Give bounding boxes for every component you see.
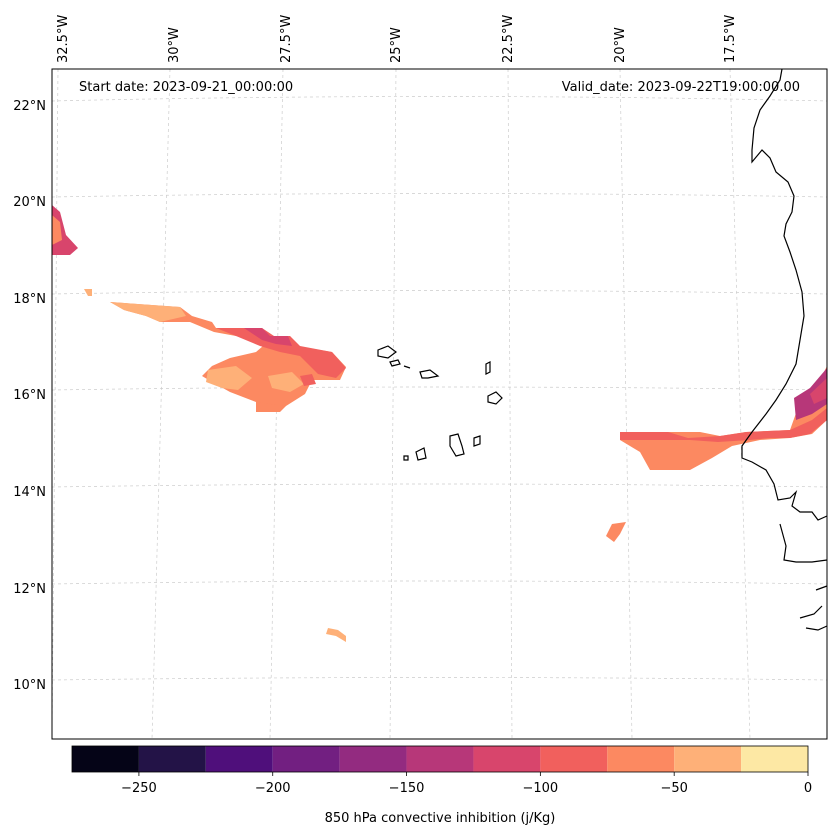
cin-region bbox=[606, 522, 626, 542]
lon-label: 30°W bbox=[167, 27, 182, 63]
colorbar bbox=[72, 746, 808, 772]
lon-label: 17.5°W bbox=[723, 15, 738, 63]
map-frame bbox=[51, 68, 828, 740]
lat-label: 16°N bbox=[13, 388, 46, 403]
colorbar-tick-label: 0 bbox=[804, 781, 812, 796]
colorbar-segment bbox=[607, 746, 675, 772]
lon-label: 27.5°W bbox=[279, 15, 294, 63]
longitude-labels: 32.5°W 30°W 27.5°W 25°W 22.5°W 20°W 17.5… bbox=[56, 15, 738, 63]
lon-label: 20°W bbox=[613, 27, 628, 63]
colorbar-segment bbox=[138, 746, 206, 772]
colorbar-tick-label: −250 bbox=[121, 781, 157, 796]
cin-contours bbox=[52, 205, 827, 642]
lat-label: 20°N bbox=[13, 195, 46, 210]
lat-label: 14°N bbox=[13, 485, 46, 500]
colorbar-segment bbox=[473, 746, 541, 772]
colorbar-segment bbox=[339, 746, 407, 772]
colorbar-tick-label: −50 bbox=[660, 781, 687, 796]
start-date-label: Start date: 2023-09-21_00:00:00 bbox=[79, 80, 293, 95]
cin-region bbox=[326, 628, 346, 642]
coastline bbox=[377, 68, 828, 631]
colorbar-segment bbox=[272, 746, 340, 772]
lat-label: 10°N bbox=[13, 678, 46, 693]
cin-region bbox=[268, 372, 304, 392]
lat-label: 18°N bbox=[13, 292, 46, 307]
cin-region bbox=[84, 289, 92, 296]
cin-region bbox=[300, 374, 316, 386]
colorbar-segment bbox=[741, 746, 808, 772]
graticule bbox=[51, 68, 828, 740]
colorbar-tick-label: −200 bbox=[255, 781, 291, 796]
colorbar-tick-label: −100 bbox=[523, 781, 559, 796]
colorbar-segment bbox=[540, 746, 608, 772]
cin-region bbox=[810, 378, 827, 404]
latitude-labels: 22°N 20°N 18°N 16°N 14°N 12°N 10°N bbox=[13, 99, 46, 693]
colorbar-frame bbox=[71, 745, 809, 773]
lat-label: 12°N bbox=[13, 582, 46, 597]
colorbar-tick-label: −150 bbox=[389, 781, 425, 796]
valid-date-label: Valid_date: 2023-09-22T19:00:00.00 bbox=[562, 80, 800, 95]
map-area bbox=[52, 69, 827, 739]
cin-region bbox=[206, 366, 252, 390]
cin-region bbox=[216, 328, 346, 378]
cin-region bbox=[620, 366, 827, 470]
colorbar-segment bbox=[674, 746, 742, 772]
lon-label: 25°W bbox=[389, 27, 404, 63]
lon-label: 32.5°W bbox=[56, 15, 71, 63]
cin-region bbox=[52, 215, 62, 245]
cin-region bbox=[620, 408, 827, 442]
lat-label: 22°N bbox=[13, 99, 46, 114]
cin-region bbox=[244, 328, 292, 346]
colorbar-label: 850 hPa convective inhibition (j/Kg) bbox=[325, 811, 556, 826]
cin-region bbox=[52, 205, 78, 255]
colorbar-segment bbox=[72, 746, 139, 772]
cin-region bbox=[110, 302, 186, 322]
colorbar-ticks: −250 −200 −150 −100 −50 0 bbox=[121, 772, 812, 796]
colorbar-segment bbox=[406, 746, 474, 772]
lon-label: 22.5°W bbox=[501, 15, 516, 63]
colorbar-segment bbox=[205, 746, 273, 772]
cin-region bbox=[256, 402, 286, 412]
